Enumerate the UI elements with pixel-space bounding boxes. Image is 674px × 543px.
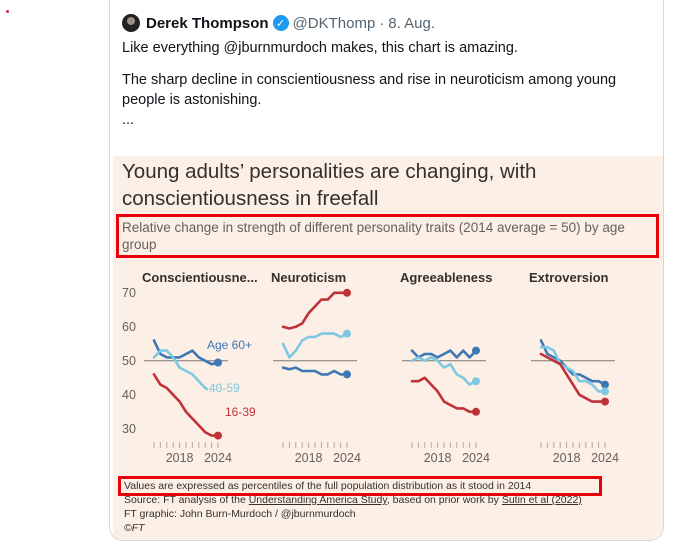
series-end-point: [601, 380, 609, 389]
x-tick-label: 2024: [333, 451, 361, 465]
chart-image[interactable]: Young adults’ personalities are changing…: [113, 156, 663, 540]
chart-footnote: Values are expressed as percentiles of t…: [124, 480, 532, 492]
series-end-point: [601, 387, 609, 396]
series-line: [410, 376, 478, 414]
separator: ·: [379, 14, 385, 32]
panel-title: Conscientiousne...: [142, 270, 258, 285]
graphic-credit: FT graphic: John Burn-Murdoch / @jburnmu…: [124, 508, 356, 520]
footnote-highlight-box: [118, 476, 602, 496]
x-tick-label: 2018: [166, 451, 194, 465]
x-tick-label: 2024: [462, 451, 490, 465]
panel-title: Neuroticism: [271, 270, 346, 285]
series-line: [281, 366, 349, 376]
series-line: [152, 373, 220, 437]
source-prefix: Source: FT analysis of the: [124, 494, 249, 506]
tweet-card[interactable]: Derek Thompson ✓ @DKThomp · 8. Aug. Like…: [109, 0, 664, 541]
x-tick-label: 2018: [295, 451, 323, 465]
series-line: [281, 332, 349, 359]
avatar[interactable]: [122, 14, 140, 32]
series-line: [152, 339, 220, 366]
source-mid: , based on prior work by: [386, 494, 502, 506]
chart-subtitle: Relative change in strength of different…: [122, 220, 625, 252]
series-end-point: [343, 288, 351, 297]
y-tick-label: 30: [122, 422, 136, 436]
series-end-point: [343, 329, 351, 338]
tweet-text-line1: Like everything @jburnmurdoch makes, thi…: [122, 40, 518, 56]
x-tick-label: 2024: [204, 451, 232, 465]
y-tick-label: 40: [122, 388, 136, 402]
series-line: [152, 349, 220, 393]
series-end-point: [214, 384, 222, 392]
series-label: Age 60+: [207, 338, 252, 352]
verified-badge-icon: ✓: [272, 15, 289, 31]
author-name[interactable]: Derek Thompson: [146, 14, 269, 32]
series-end-point: [214, 431, 222, 440]
series-line: [539, 339, 607, 386]
series-line: [410, 356, 478, 386]
series-end-point: [472, 407, 480, 416]
series-end-point: [601, 397, 609, 406]
series-line: [539, 345, 607, 393]
series-label: 16-39: [225, 405, 256, 419]
copyright: ©FT: [124, 522, 145, 534]
source-link-uas[interactable]: Understanding America Study: [248, 494, 387, 506]
author-handle[interactable]: @DKThomp: [292, 14, 376, 32]
series-end-point: [472, 346, 480, 355]
series-end-point: [343, 370, 351, 379]
panel-title: Extroversion: [529, 270, 609, 285]
tweet-ellipsis: ...: [122, 112, 135, 128]
tweet-header: Derek Thompson ✓ @DKThomp · 8. Aug.: [122, 12, 435, 34]
y-tick-label: 50: [122, 354, 136, 368]
series-label: 40-59: [209, 381, 240, 395]
chart-source: Source: FT analysis of the Understanding…: [124, 493, 582, 507]
subtitle-highlight-box: [116, 214, 659, 258]
series-end-point: [214, 358, 222, 367]
chart-title: Young adults’ personalities are changing…: [122, 160, 537, 210]
series-line: [539, 352, 607, 403]
x-tick-label: 2018: [424, 451, 452, 465]
tweet-text: Like everything @jburnmurdoch makes, thi…: [122, 38, 657, 130]
tweet-date[interactable]: 8. Aug.: [388, 14, 435, 32]
source-link-sutin[interactable]: Sutin et al (2022): [501, 494, 582, 506]
panel-title: Agreeableness: [400, 270, 493, 285]
y-tick-label: 70: [122, 286, 136, 300]
tweet-text-body: The sharp decline in conscientiousness a…: [122, 72, 621, 108]
y-tick-label: 60: [122, 320, 136, 334]
series-line: [281, 291, 349, 330]
series-end-point: [472, 377, 480, 386]
x-tick-label: 2018: [553, 451, 581, 465]
x-tick-label: 2024: [591, 451, 619, 465]
small-multiples-chart: 70 60 50 40 30 Conscientiousne... 2018 2024 Neur…: [122, 270, 619, 465]
red-dot-marker: [6, 10, 9, 13]
series-line: [410, 349, 478, 359]
